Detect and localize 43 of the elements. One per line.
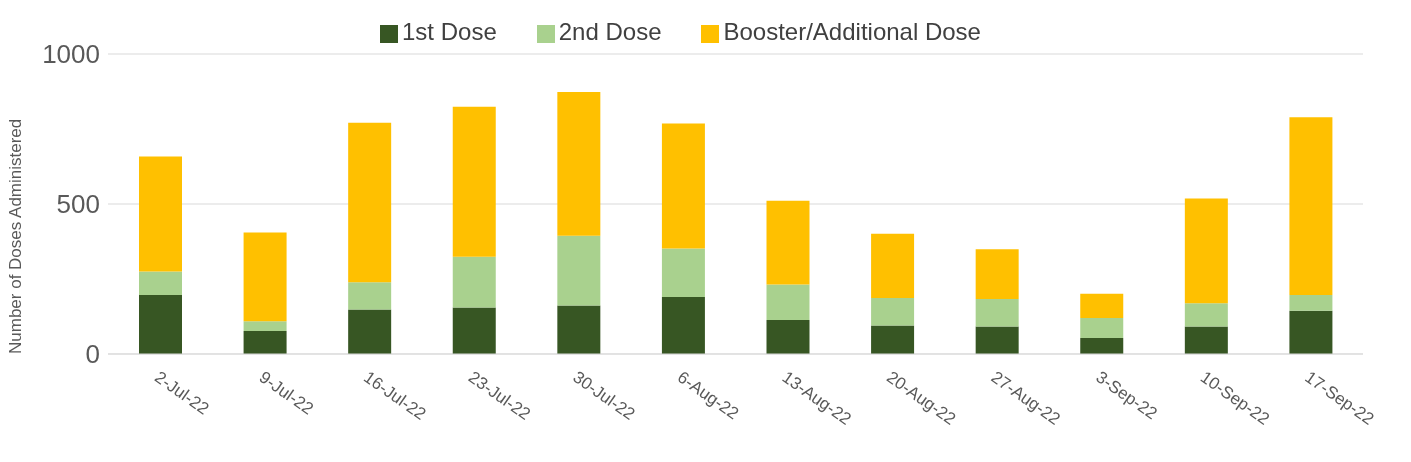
bar <box>452 106 496 257</box>
bar <box>1184 303 1228 327</box>
bar <box>452 256 496 308</box>
legend-label: 1st Dose <box>402 18 497 45</box>
bar <box>452 307 496 354</box>
y-tick-label: 500 <box>56 189 100 220</box>
bar <box>243 321 287 331</box>
bar <box>1080 338 1124 354</box>
bar <box>1184 198 1228 304</box>
bar <box>1080 318 1124 339</box>
y-tick-label: 1000 <box>42 39 100 70</box>
bar <box>557 92 601 236</box>
bar <box>871 325 915 354</box>
bar <box>557 235 601 306</box>
bar <box>766 200 810 285</box>
bar <box>348 282 392 310</box>
bar <box>557 305 601 354</box>
bar <box>1289 294 1333 311</box>
bar <box>1289 117 1333 295</box>
bar <box>1289 310 1333 354</box>
legend-label: Booster/Additional Dose <box>723 18 981 45</box>
bar <box>139 156 182 272</box>
bar <box>975 299 1019 327</box>
bar <box>243 232 287 322</box>
bar <box>661 297 705 354</box>
bar <box>348 309 392 354</box>
bar <box>975 249 1019 300</box>
bar <box>661 123 705 249</box>
bar <box>243 330 287 354</box>
bar <box>1184 326 1228 354</box>
bar <box>975 326 1019 354</box>
bar <box>139 271 182 295</box>
bar <box>766 320 810 354</box>
bar <box>766 284 810 321</box>
bar <box>871 233 915 298</box>
bar <box>871 297 915 326</box>
y-axis-title: Number of Doses Administered <box>6 118 26 354</box>
bar <box>1080 293 1124 318</box>
y-tick-label: 0 <box>85 339 100 370</box>
legend-label: 2nd Dose <box>558 18 662 45</box>
bar <box>348 122 392 283</box>
bar <box>661 248 705 297</box>
bar <box>139 294 182 354</box>
